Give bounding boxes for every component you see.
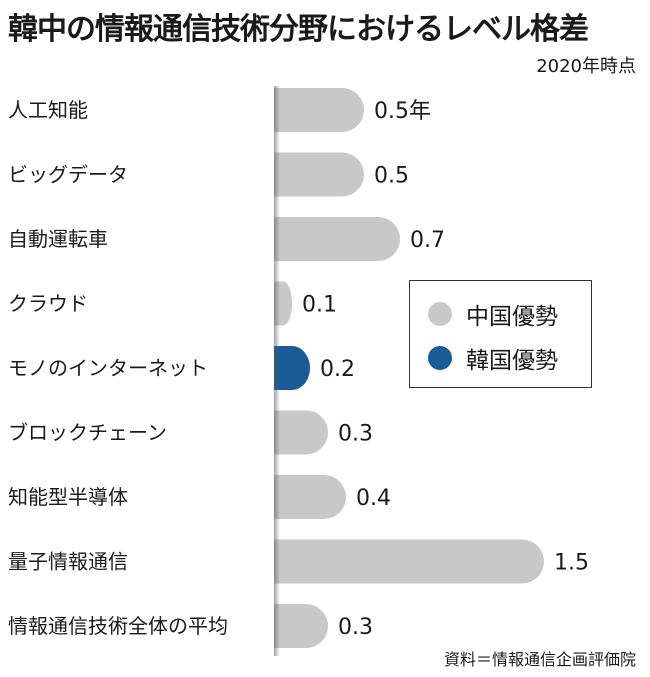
legend-item-china: 中国優勢 — [428, 297, 558, 331]
value-label-4: 0.2 — [320, 357, 355, 382]
value-label-6: 0.4 — [356, 486, 391, 511]
legend-label-china: 中国優勢 — [466, 304, 558, 330]
category-label-2: 自動運転車 — [8, 227, 108, 251]
axis-shadow — [274, 86, 280, 656]
category-label-1: ビッグデータ — [8, 163, 128, 187]
category-label-4: モノのインターネット — [8, 356, 208, 380]
value-label-5: 0.3 — [338, 422, 373, 447]
bar-7 — [274, 539, 544, 584]
chart-title: 韓中の情報通信技術分野におけるレベル格差 — [8, 12, 589, 47]
bar-8 — [274, 604, 328, 648]
legend: 中国優勢 韓国優勢 — [409, 280, 592, 388]
value-label-7: 1.5 — [554, 551, 589, 576]
legend-item-korea: 韓国優勢 — [428, 341, 558, 375]
category-label-6: 知能型半導体 — [8, 485, 128, 509]
category-label-8: 情報通信技術全体の平均 — [8, 614, 228, 638]
source-note: 資料＝情報通信企画評価院 — [443, 650, 636, 669]
bar-0 — [274, 88, 364, 132]
legend-label-korea: 韓国優勢 — [466, 348, 558, 374]
bar-4 — [274, 346, 310, 390]
category-label-3: クラウド — [8, 292, 88, 316]
bar-1 — [274, 152, 364, 197]
time-note: 2020年時点 — [536, 56, 636, 77]
value-label-2: 0.7 — [410, 228, 445, 253]
bar-2 — [274, 217, 400, 261]
value-label-1: 0.5 — [374, 164, 409, 189]
legend-swatch-korea — [428, 346, 452, 370]
bar-6 — [274, 475, 346, 519]
value-label-3: 0.1 — [302, 293, 337, 318]
legend-swatch-china — [428, 302, 452, 326]
category-label-7: 量子情報通信 — [8, 550, 128, 574]
bar-5 — [274, 410, 328, 455]
category-label-5: ブロックチェーン — [8, 421, 167, 445]
value-label-8: 0.3 — [338, 615, 373, 640]
value-label-0: 0.5年 — [374, 99, 431, 124]
category-label-0: 人工知能 — [8, 98, 88, 122]
